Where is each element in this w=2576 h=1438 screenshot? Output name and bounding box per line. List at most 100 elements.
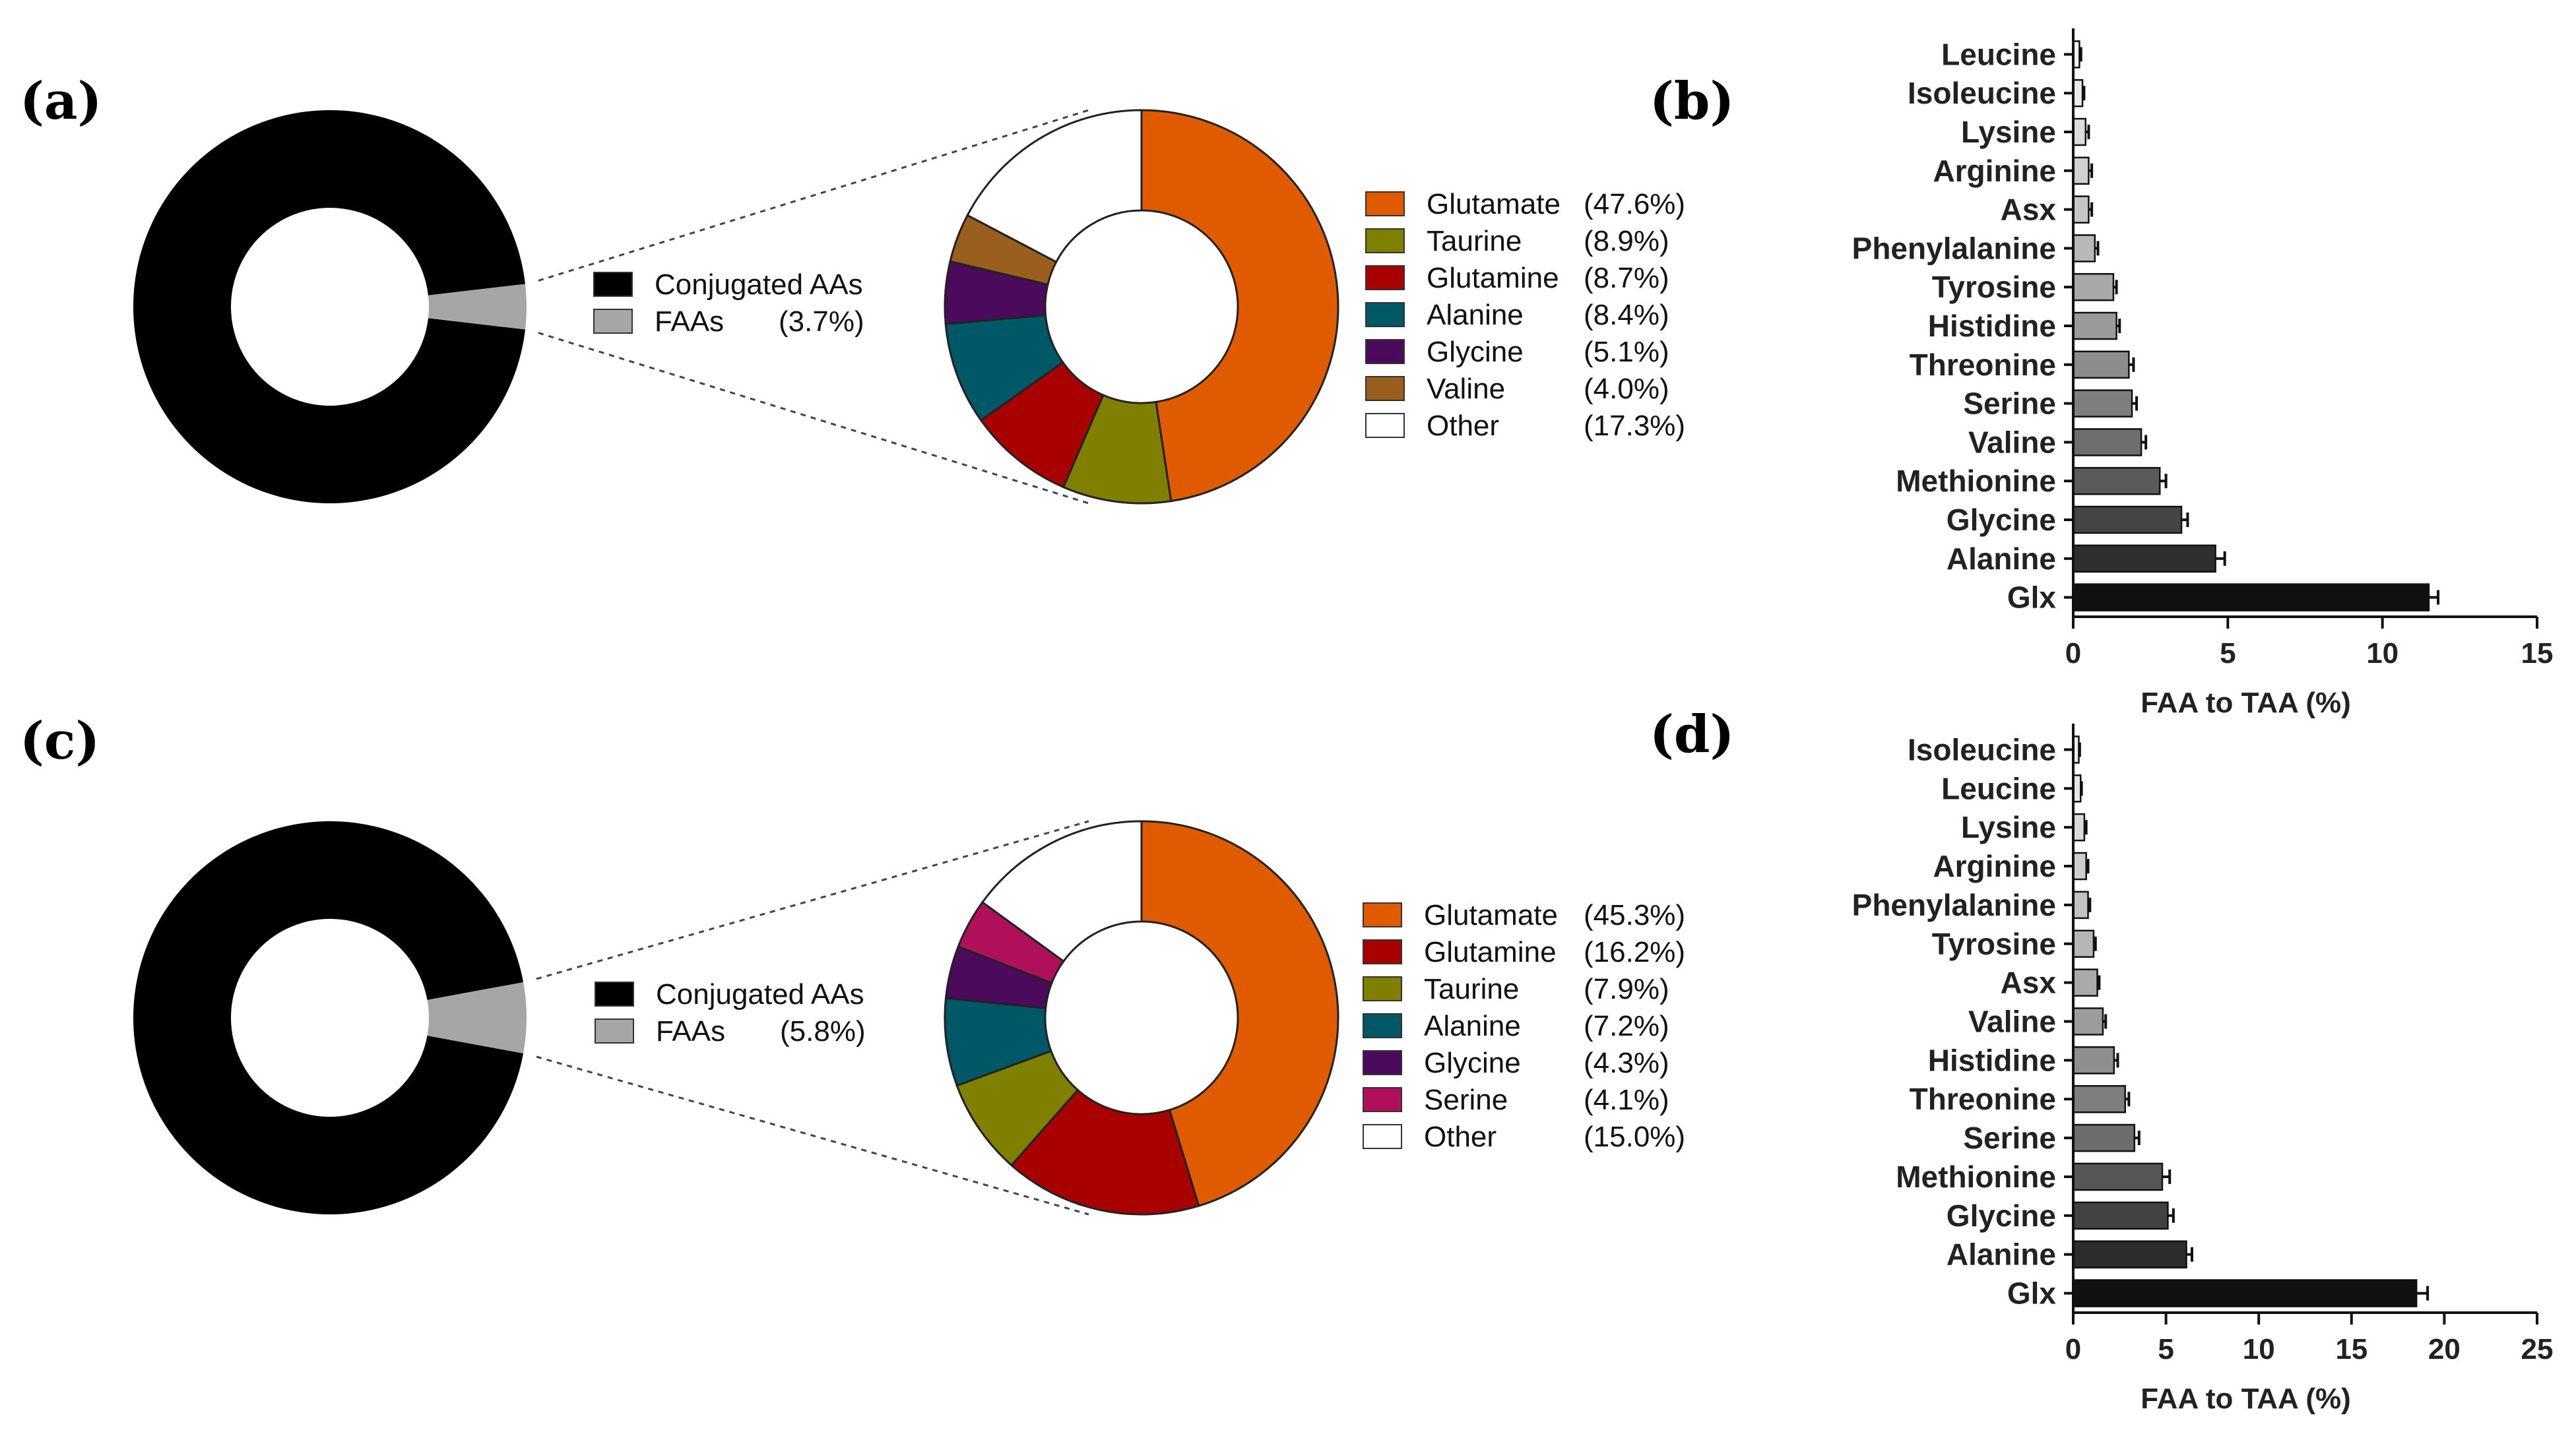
panel-d-bar-tyrosine <box>2072 929 2095 958</box>
panel-a-breakdown-legend-pct-other: (17.3%) <box>1584 410 1685 442</box>
panel-b: Leucine Isoleucine Lysine Arginine Asx Phenyl… <box>1852 28 2553 719</box>
panel-c-breakdown-legend-swatch-serine <box>1363 1087 1402 1112</box>
panel-d-category-label-valine: Valine <box>1968 1005 2056 1039</box>
panel-d-xtick-label-0: 0 <box>2065 1333 2081 1365</box>
panel-b-category-label-lysine: Lysine <box>1961 115 2056 149</box>
panel-c-breakdown-legend-pct-alanine: (7.2%) <box>1584 1010 1669 1042</box>
panel-b-xtick-label-5: 5 <box>2220 637 2236 670</box>
panel-a-overview-legend-pct-faas: (3.7%) <box>779 305 864 338</box>
panel-a-overview-legend-label-conjugated-aas: Conjugated AAs <box>655 268 863 301</box>
panel-d-category-label-phenylalanine: Phenylalanine <box>1852 888 2056 922</box>
panel-b-category-label-alanine: Alanine <box>1947 542 2056 576</box>
panel-d-bar-alanine <box>2072 1240 2187 1268</box>
panel-b-bar-valine <box>2072 428 2142 456</box>
panel-a-breakdown-legend-swatch-glycine <box>1365 339 1405 364</box>
panel-a-breakdown-legend-label-glutamine: Glutamine <box>1427 262 1559 294</box>
panel-b-category-label-phenylalanine: Phenylalanine <box>1852 231 2056 265</box>
panel-d-x-axis-title: FAA to TAA (%) <box>2141 1383 2351 1415</box>
panel-b-x-axis-title: FAA to TAA (%) <box>2141 687 2351 719</box>
panel-c-breakdown-legend-swatch-glutamine <box>1363 939 1402 964</box>
panel-d: Isoleucine Leucine Lysine Arginine Phenylala… <box>1852 724 2554 1415</box>
panel-b-category-label-tyrosine: Tyrosine <box>1932 270 2056 304</box>
panel-a-connector-lower <box>538 332 1089 505</box>
panel-c-breakdown-legend-label-alanine: Alanine <box>1424 1010 1521 1042</box>
panel-d-category-label-serine: Serine <box>1963 1121 2056 1155</box>
panel-a-overview-slice-conjugated-aas <box>133 110 525 503</box>
panel-d-bar-lysine <box>2072 813 2086 842</box>
panel-d-category-label-asx: Asx <box>2001 966 2057 1000</box>
panel-a-breakdown-legend-pct-glutamine: (8.7%) <box>1584 262 1669 294</box>
panel-c-breakdown-legend-pct-other: (15.0%) <box>1584 1121 1685 1153</box>
panel-a-breakdown-legend-pct-taurine: (8.9%) <box>1584 225 1669 257</box>
panel-a-breakdown-legend-swatch-valine <box>1365 376 1405 401</box>
panel-d-category-label-glx: Glx <box>2007 1276 2057 1311</box>
panel-d-category-label-glycine: Glycine <box>1947 1199 2056 1233</box>
panel-b-bar-glycine <box>2072 505 2183 534</box>
panel-c-breakdown-legend-label-other: Other <box>1424 1121 1497 1153</box>
panel-c-breakdown-legend-label-taurine: Taurine <box>1424 973 1519 1005</box>
panel-b-category-label-valine: Valine <box>1968 425 2056 459</box>
panel-b-category-label-isoleucine: Isoleucine <box>1908 76 2056 110</box>
panel-c-breakdown-legend-swatch-other <box>1363 1124 1402 1149</box>
panel-d-bar-threonine <box>2072 1084 2126 1113</box>
panel-b-bar-lysine <box>2072 117 2086 146</box>
panel-d-category-label-lysine: Lysine <box>1961 810 2056 844</box>
panel-b-category-label-threonine: Threonine <box>1910 348 2056 382</box>
panel-b-category-label-glx: Glx <box>2007 580 2057 615</box>
panel-label-b: (b) <box>1650 71 1734 131</box>
panel-b-bar-glx <box>2072 583 2430 611</box>
panel-b-bar-serine <box>2072 389 2133 418</box>
panel-b-bar-asx <box>2072 195 2090 224</box>
panel-c-overview-legend-label-conjugated-aas: Conjugated AAs <box>656 978 864 1011</box>
panel-c-overview-legend-swatch-conjugated-aas <box>595 982 634 1007</box>
panel-c-breakdown-legend-pct-serine: (4.1%) <box>1584 1084 1669 1116</box>
panel-b-bar-methionine <box>2072 466 2161 495</box>
panel-d-bar-serine <box>2072 1123 2136 1152</box>
panel-c-connector-upper <box>536 820 1089 980</box>
panel-d-bar-glycine <box>2072 1201 2169 1230</box>
panel-c-overview-slice-faas <box>427 982 527 1053</box>
panel-d-xtick-label-10: 10 <box>2243 1333 2275 1365</box>
panel-c-breakdown-legend-label-glutamine: Glutamine <box>1424 936 1557 968</box>
panel-c: Conjugated AAs FAAs (5.8%) Glutamate (45.3%)… <box>133 820 1685 1216</box>
panel-d-category-label-tyrosine: Tyrosine <box>1932 927 2056 961</box>
panel-d-bar-asx <box>2072 968 2098 997</box>
panel-b-category-label-leucine: Leucine <box>1941 37 2056 71</box>
panel-d-category-label-isoleucine: Isoleucine <box>1908 732 2056 766</box>
panel-c-breakdown-slice-glutamate <box>1140 820 1339 1207</box>
panel-b-category-label-histidine: Histidine <box>1928 309 2056 343</box>
panel-d-bar-phenylalanine <box>2072 891 2089 920</box>
panel-c-overview-legend-pct-faas: (5.8%) <box>780 1015 866 1047</box>
panel-b-bar-threonine <box>2072 350 2130 379</box>
panel-c-overview-legend-swatch-faas <box>595 1018 634 1044</box>
panel-c-overview-legend-label-faas: FAAs <box>656 1015 725 1047</box>
panel-a-breakdown-legend-swatch-other <box>1365 413 1405 438</box>
panel-b-bar-alanine <box>2072 544 2216 573</box>
panel-d-category-label-histidine: Histidine <box>1928 1043 2056 1077</box>
panel-a-breakdown-legend-pct-valine: (4.0%) <box>1584 373 1669 405</box>
panel-b-xtick-label-0: 0 <box>2065 637 2081 670</box>
panel-a-overview-legend-swatch-faas <box>593 309 633 334</box>
panel-a-breakdown-legend-pct-glutamate: (47.6%) <box>1584 188 1685 220</box>
panel-c-breakdown-legend-swatch-taurine <box>1363 976 1402 1001</box>
panel-c-breakdown-legend-label-glutamate: Glutamate <box>1424 899 1558 931</box>
panel-c-breakdown-legend-label-serine: Serine <box>1424 1084 1508 1116</box>
panel-c-connector-lower <box>536 1055 1089 1216</box>
panel-b-bar-tyrosine <box>2072 272 2115 301</box>
panel-a-breakdown-legend-swatch-glutamine <box>1365 265 1405 290</box>
panel-a-overview-legend-label-faas: FAAs <box>655 305 724 338</box>
panel-a-connector-upper <box>538 109 1089 282</box>
panel-c-overview-slice-conjugated-aas <box>133 821 524 1214</box>
panel-d-category-label-leucine: Leucine <box>1941 771 2056 805</box>
panel-c-breakdown-legend-swatch-glutamate <box>1363 902 1402 927</box>
panel-b-bar-phenylalanine <box>2072 234 2096 263</box>
panel-d-xtick-label-25: 25 <box>2521 1333 2554 1365</box>
panel-a-breakdown-legend-label-valine: Valine <box>1427 373 1505 405</box>
panel-a-breakdown-legend-pct-alanine: (8.4%) <box>1584 299 1669 331</box>
panel-a-breakdown-legend-label-taurine: Taurine <box>1427 225 1522 257</box>
panel-a-breakdown-legend-pct-glycine: (5.1%) <box>1584 336 1669 368</box>
panel-c-breakdown-legend-swatch-glycine <box>1363 1050 1402 1075</box>
panel-label-d: (d) <box>1650 704 1734 765</box>
panel-c-breakdown-legend-pct-taurine: (7.9%) <box>1584 973 1669 1005</box>
